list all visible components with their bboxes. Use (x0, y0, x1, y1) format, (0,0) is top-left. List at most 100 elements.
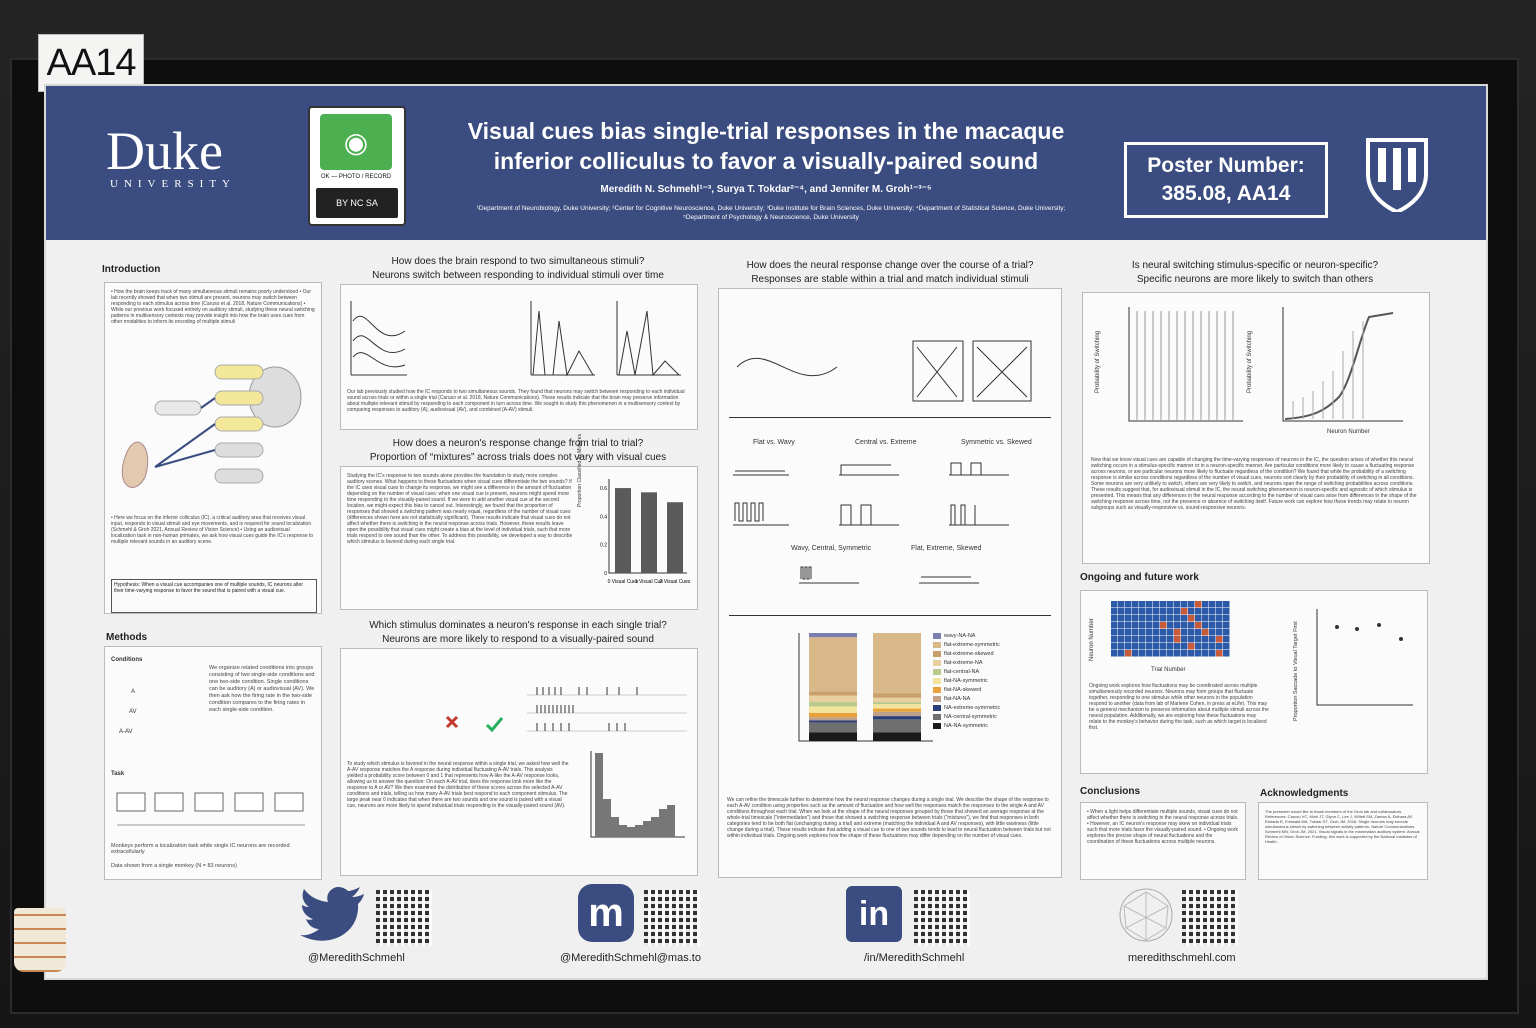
heatmap-cell (1174, 629, 1181, 636)
heatmap-cell (1181, 643, 1188, 650)
heatmap-cell (1188, 643, 1195, 650)
heatmap-cell (1146, 650, 1153, 657)
heatmap-cell (1146, 608, 1153, 615)
heatmap-cell (1111, 608, 1118, 615)
q4-stack-segment (873, 704, 921, 709)
legend-label: wavy-NA-NA (944, 632, 976, 639)
heatmap-cell (1174, 636, 1181, 643)
heatmap-cell (1139, 615, 1146, 622)
heatmap-cell (1146, 643, 1153, 650)
q4-legend-item: flat-NA-NA (933, 694, 1053, 703)
heatmap-cell (1223, 615, 1230, 622)
heatmap-cell (1188, 636, 1195, 643)
heatmap-cell (1167, 636, 1174, 643)
heatmap-cell (1174, 601, 1181, 608)
heatmap-cell (1195, 650, 1202, 657)
q4-divider-2 (729, 615, 1051, 616)
q2-title: How does a neuron's response change from… (392, 438, 644, 449)
legend-swatch (933, 695, 941, 702)
heatmap-cell (1167, 608, 1174, 615)
q2-category-label: 0 Visual Cues (608, 579, 639, 585)
heatmap-cell (1125, 629, 1132, 636)
q4-panel: Flat vs. Wavy Central vs. Extreme Symmet… (718, 288, 1062, 878)
duke-logo-sub: UNIVERSITY (110, 178, 236, 190)
heatmap-cell (1132, 636, 1139, 643)
q1-subtitle: Neurons switch between responding to ind… (372, 270, 664, 281)
task-label: Task (111, 771, 125, 777)
heatmap-cell (1181, 601, 1188, 608)
heatmap-cell (1181, 608, 1188, 615)
legend-label: flat-extreme-NA (944, 659, 983, 666)
q4-stack-segment (873, 732, 921, 741)
heatmap-cell (1202, 615, 1209, 622)
heatmap-cell (1146, 601, 1153, 608)
q4-stack-segment (809, 732, 857, 741)
heatmap-cell (1139, 608, 1146, 615)
legend-label: flat-extreme-symmetric (944, 641, 1000, 648)
q4-stack-segment (873, 633, 921, 694)
heatmap-cell (1181, 636, 1188, 643)
heatmap-cell (1132, 643, 1139, 650)
heatmap-cell (1118, 650, 1125, 657)
linkedin-handle[interactable]: /in/MeredithSchmehl (864, 952, 965, 964)
q5-subtitle: Specific neurons are more likely to swit… (1136, 274, 1374, 285)
heatmap-cell (1125, 650, 1132, 657)
heatmap-cell (1202, 650, 1209, 657)
q4-timescale-examples (733, 462, 1009, 584)
heatmap-cell (1153, 636, 1160, 643)
heatmap-cell (1146, 615, 1153, 622)
twitter-qr-code[interactable] (376, 890, 432, 946)
heatmap-cell (1223, 608, 1230, 615)
q4-legend-item: flat-central-NA (933, 667, 1053, 676)
website-qr-code[interactable] (1182, 890, 1238, 946)
heatmap-cell (1111, 643, 1118, 650)
heatmap-cell (1188, 629, 1195, 636)
website-url[interactable]: meredithschmehl.com (1128, 952, 1236, 964)
heatmap-cell (1160, 608, 1167, 615)
q3-text: To study which stimulus is favored in th… (347, 761, 569, 809)
mastodon-icon: m (578, 884, 634, 942)
mastodon-handle[interactable]: @MeredithSchmehl@mas.to (560, 952, 701, 964)
heatmap-cell (1118, 601, 1125, 608)
q4-stack-segment (873, 702, 921, 705)
ongoing-heatmap (1111, 601, 1230, 657)
conditions-text: We organize related conditions into grou… (209, 665, 315, 713)
heatmap-cell (1188, 601, 1195, 608)
heatmap-cell (1153, 622, 1160, 629)
linkedin-qr-code[interactable] (914, 890, 970, 946)
twitter-handle[interactable]: @MeredithSchmehl (308, 952, 405, 964)
q4-legend-item: NA-NA-symmetric (933, 721, 1053, 730)
heatmap-cell (1125, 615, 1132, 622)
heatmap-cell (1160, 629, 1167, 636)
q4-divider-1 (729, 417, 1051, 418)
intro-panel: • How the brain keeps track of many simu… (104, 282, 322, 614)
q2-tick-label: 0 (604, 571, 607, 577)
q1-panel: Our lab previously studied how the IC re… (340, 284, 698, 430)
q2-tick-label: 0.4 (600, 514, 607, 520)
q4-stack-segment (809, 695, 857, 703)
mastodon-qr-code[interactable] (644, 890, 700, 946)
heatmap-cell (1223, 601, 1230, 608)
q5-title: Is neural switching stimulus-specific or… (1131, 260, 1379, 271)
heatmap-cell (1160, 650, 1167, 657)
intro-text: • How the brain keeps track of many simu… (111, 289, 315, 325)
wcs-label: Wavy, Central, Symmetric (791, 545, 872, 552)
heatmap-cell (1174, 608, 1181, 615)
q4-stack-segment (809, 637, 857, 692)
heatmap-cell (1209, 650, 1216, 657)
scatter-ylabel: Proportion Saccade to Visual Target Firs… (1293, 621, 1299, 721)
legend-swatch (933, 668, 941, 675)
heatmap-cell (1181, 622, 1188, 629)
ongoing-text: Ongoing work explores how fluctuations m… (1089, 683, 1269, 731)
q4-legend-item: flat-extreme-symmetric (933, 640, 1053, 649)
fes-label: Flat, Extreme, Skewed (911, 545, 982, 552)
heatmap-cell (1195, 601, 1202, 608)
board-tag: AA14 (38, 34, 144, 92)
intro-text-2: • Here we focus on the inferior collicul… (111, 515, 314, 545)
paper-cup (14, 908, 66, 972)
legend-swatch (933, 632, 941, 639)
q2-text: Studying the IC's response to two sounds… (347, 473, 573, 545)
poster-affiliations: ¹Department of Neurobiology, Duke Univer… (476, 205, 1066, 221)
q2-bar (615, 488, 631, 573)
heatmap-cell (1160, 615, 1167, 622)
